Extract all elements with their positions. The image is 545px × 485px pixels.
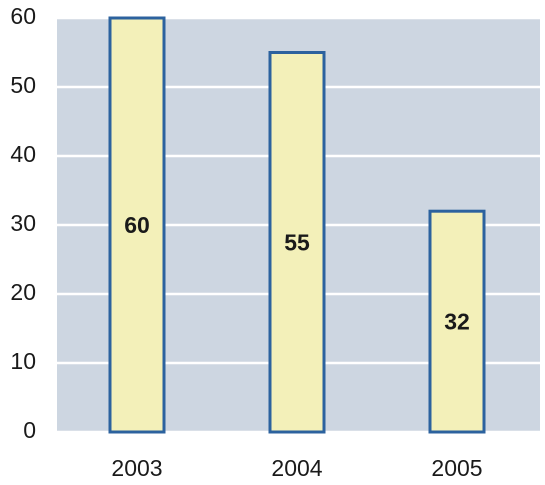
- value-label: 60: [124, 212, 150, 238]
- y-tick-label: 20: [10, 279, 36, 305]
- y-tick-label: 0: [23, 417, 36, 443]
- y-tick-label: 60: [10, 3, 36, 29]
- value-label: 32: [444, 309, 470, 335]
- x-tick-label: 2003: [111, 455, 162, 481]
- x-tick-label: 2005: [431, 455, 482, 481]
- y-tick-label: 40: [10, 141, 36, 167]
- y-tick-label: 10: [10, 348, 36, 374]
- bar: [108, 16, 166, 434]
- value-label: 55: [284, 229, 310, 255]
- bar: [268, 51, 326, 434]
- x-tick-label: 2004: [271, 455, 322, 481]
- y-tick-label: 30: [10, 210, 36, 236]
- bar: [428, 209, 486, 434]
- y-tick-label: 50: [10, 72, 36, 98]
